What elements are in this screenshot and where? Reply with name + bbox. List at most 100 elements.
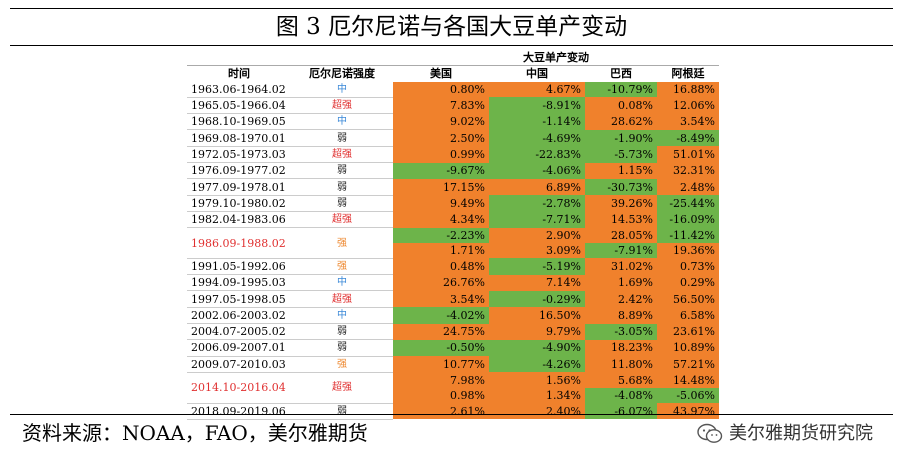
value-cell-br: 14.53% [585, 211, 657, 228]
table-row: 2006.09-2007.01 弱 -0.50% -4.90% 18.23% 10.89% [187, 339, 719, 357]
value-cell-ar: 2.48% [657, 178, 719, 196]
value-cell-us: -9.67% [393, 162, 489, 179]
wechat-icon [697, 423, 723, 443]
header-us: 美国 [430, 67, 452, 81]
period-cell: 1986.09-1988.02 [187, 227, 291, 259]
value-cell-cn: 3.09% [489, 243, 585, 259]
source-note: 资料来源：NOAA，FAO，美尔雅期货 [22, 421, 368, 445]
blank-header-cell [187, 50, 291, 67]
period-cell: 1963.06-1964.02 [187, 81, 291, 98]
value-cell-us: 0.48% [393, 258, 489, 275]
table-row: 2002.06-2003.02 中 -4.02% 16.50% 8.89% 6.58% [187, 307, 719, 325]
value-cell-br: 8.89% [585, 307, 657, 324]
period-cell: 2006.09-2007.01 [187, 339, 291, 357]
period-cell: 1994.09-1995.03 [187, 274, 291, 292]
table-row: 1994.09-1995.03 中 26.76% 7.14% 1.69% 0.29% [187, 274, 719, 292]
value-cell-br: 28.05% [585, 227, 657, 244]
value-cell-ar: 0.29% [657, 274, 719, 291]
value-cell-cn: -22.83% [489, 146, 585, 163]
period-cell: 2004.07-2005.02 [187, 323, 291, 341]
brand-watermark: 美尔雅期货研究院 [697, 421, 873, 447]
value-cell-br: 5.68% [585, 372, 657, 388]
value-cell-br: 1.15% [585, 162, 657, 179]
strength-cell: 中 [291, 81, 393, 98]
title-rule [10, 45, 893, 46]
value-cell-br: 18.23% [585, 339, 657, 357]
group-header: 大豆单产变动 [393, 50, 719, 67]
value-cell-cn: -2.78% [489, 195, 585, 212]
value-cell-cn: 1.34% [489, 387, 585, 404]
strength-cell: 超强 [291, 97, 393, 115]
table-row: 1965.05-1966.04 超强 7.83% -8.91% 0.08% 12.06% [187, 97, 719, 115]
value-cell-br: 31.02% [585, 258, 657, 275]
value-cell-us: 0.99% [393, 146, 489, 163]
value-cell-us: -0.50% [393, 339, 489, 357]
value-cell-cn: -0.29% [489, 290, 585, 308]
top-rule [10, 8, 893, 9]
table-row: 1977.09-1978.01 弱 17.15% 6.89% -30.73% 2.48% [187, 178, 719, 196]
value-cell-us: -2.23% [393, 227, 489, 244]
strength-cell: 超强 [291, 290, 393, 308]
strength-cell: 弱 [291, 129, 393, 147]
value-cell-br: -6.07% [585, 403, 657, 420]
value-cell-cn: -4.69% [489, 129, 585, 147]
value-cell-ar: 10.89% [657, 339, 719, 357]
table-body: 1963.06-1964.02 中 0.80% 4.67% -10.79% 16.88% 1… [187, 81, 719, 420]
value-cell-cn: 6.89% [489, 178, 585, 196]
value-cell-ar: -8.49% [657, 129, 719, 147]
strength-cell: 弱 [291, 178, 393, 196]
header-strength: 厄尔尼诺强度 [309, 67, 375, 81]
value-cell-br: -10.79% [585, 81, 657, 98]
bottom-rule [10, 414, 893, 415]
value-cell-ar: 19.36% [657, 243, 719, 259]
value-cell-cn: 7.14% [489, 274, 585, 291]
strength-cell: 弱 [291, 195, 393, 212]
strength-cell: 弱 [291, 162, 393, 180]
table-row: 1997.05-1998.05 超强 3.54% -0.29% 2.42% 56.50% [187, 290, 719, 308]
strength-cell: 中 [291, 113, 393, 131]
period-cell: 1982.04-1983.06 [187, 211, 291, 229]
period-cell: 1977.09-1978.01 [187, 178, 291, 196]
value-cell-ar: 6.58% [657, 307, 719, 324]
period-cell: 1979.10-1980.02 [187, 195, 291, 212]
strength-cell: 超强 [291, 211, 393, 229]
strength-cell: 强 [291, 258, 393, 276]
value-cell-br: -1.90% [585, 129, 657, 147]
value-cell-ar: 14.48% [657, 372, 719, 388]
value-cell-br: 2.42% [585, 290, 657, 308]
table-row: 1991.05-1992.06 强 0.48% -5.19% 31.02% 0.73% [187, 258, 719, 276]
yield-table-container: 大豆单产变动 时间 厄尔尼诺强度 美国 中国 巴西 阿根廷 1963.06-19… [187, 50, 719, 420]
value-cell-ar: 56.50% [657, 290, 719, 308]
header-time: 时间 [228, 67, 250, 81]
strength-cell: 弱 [291, 323, 393, 341]
value-cell-cn: -4.06% [489, 162, 585, 179]
brand-name: 美尔雅期货研究院 [729, 423, 873, 444]
value-cell-us: 26.76% [393, 274, 489, 291]
table-row: 1976.09-1977.02 弱 -9.67% -4.06% 1.15% 32.31% [187, 162, 719, 180]
header-ar: 阿根廷 [671, 67, 705, 81]
value-cell-ar: -11.42% [657, 227, 719, 244]
period-cell: 1969.08-1970.01 [187, 129, 291, 147]
table-row: 1982.04-1983.06 超强 4.34% -7.71% 14.53% -16.09… [187, 211, 719, 229]
table-row: 0.98% 1.34% -4.08% -5.06% [187, 387, 719, 404]
value-cell-us: 0.80% [393, 81, 489, 98]
value-cell-br: -5.73% [585, 146, 657, 163]
value-cell-cn: 4.67% [489, 81, 585, 98]
period-cell: 1968.10-1969.05 [187, 113, 291, 131]
value-cell-cn: -4.26% [489, 356, 585, 373]
value-cell-us: 10.77% [393, 356, 489, 373]
value-cell-us: 4.34% [393, 211, 489, 228]
value-cell-br: 11.80% [585, 356, 657, 373]
value-cell-ar: -16.09% [657, 211, 719, 228]
header-cn: 中国 [526, 67, 548, 81]
value-cell-cn: 2.40% [489, 403, 585, 420]
value-cell-ar: 43.97% [657, 403, 719, 420]
table-row: 1969.08-1970.01 弱 2.50% -4.69% -1.90% -8.49% [187, 129, 719, 147]
value-cell-br: 1.69% [585, 274, 657, 291]
value-cell-br: -7.91% [585, 243, 657, 259]
value-cell-ar: 57.21% [657, 356, 719, 373]
strength-cell: 弱 [291, 403, 393, 420]
value-cell-br: -3.05% [585, 323, 657, 340]
table-row: 1.71% 3.09% -7.91% 19.36% [187, 243, 719, 259]
period-cell: 1991.05-1992.06 [187, 258, 291, 276]
